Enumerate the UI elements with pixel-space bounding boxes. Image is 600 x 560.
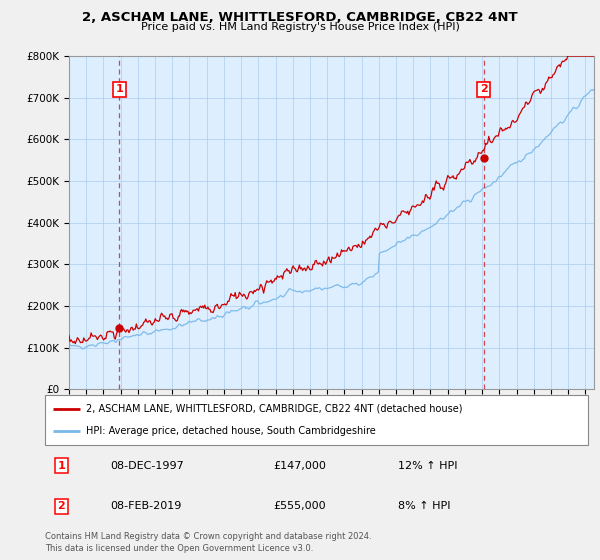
Text: 08-FEB-2019: 08-FEB-2019: [110, 501, 182, 511]
Text: 2: 2: [58, 501, 65, 511]
Text: 2: 2: [480, 85, 488, 94]
FancyBboxPatch shape: [45, 395, 588, 445]
Text: £147,000: £147,000: [273, 461, 326, 471]
Text: Price paid vs. HM Land Registry's House Price Index (HPI): Price paid vs. HM Land Registry's House …: [140, 22, 460, 32]
Text: 2, ASCHAM LANE, WHITTLESFORD, CAMBRIDGE, CB22 4NT (detached house): 2, ASCHAM LANE, WHITTLESFORD, CAMBRIDGE,…: [86, 404, 462, 414]
Text: 12% ↑ HPI: 12% ↑ HPI: [398, 461, 457, 471]
Text: 8% ↑ HPI: 8% ↑ HPI: [398, 501, 451, 511]
Text: Contains HM Land Registry data © Crown copyright and database right 2024.
This d: Contains HM Land Registry data © Crown c…: [45, 532, 371, 553]
Text: 2, ASCHAM LANE, WHITTLESFORD, CAMBRIDGE, CB22 4NT: 2, ASCHAM LANE, WHITTLESFORD, CAMBRIDGE,…: [82, 11, 518, 24]
Text: 08-DEC-1997: 08-DEC-1997: [110, 461, 184, 471]
Text: 1: 1: [115, 85, 123, 94]
Text: £555,000: £555,000: [273, 501, 326, 511]
Text: 1: 1: [58, 461, 65, 471]
Text: HPI: Average price, detached house, South Cambridgeshire: HPI: Average price, detached house, Sout…: [86, 426, 376, 436]
